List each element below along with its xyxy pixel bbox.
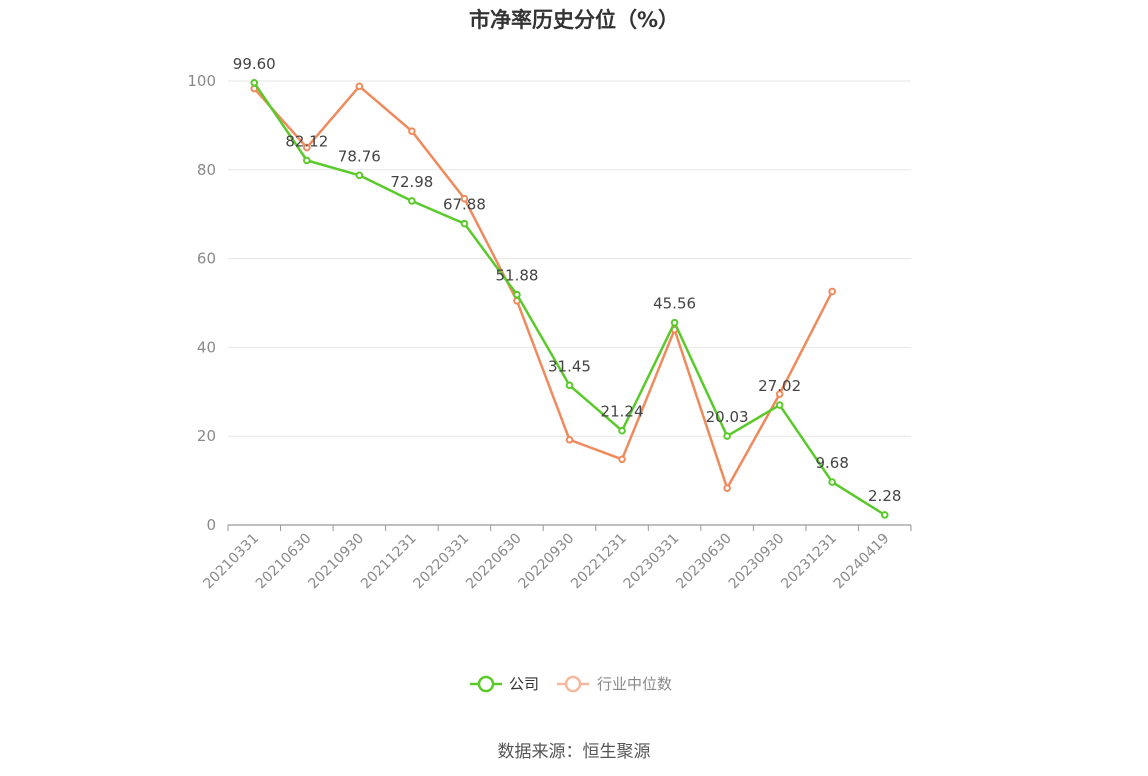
data-point-company xyxy=(880,511,889,519)
data-label: 9.68 xyxy=(815,454,848,472)
series xyxy=(250,78,889,519)
legend-marker-industry xyxy=(564,675,582,693)
legend: 公司 行业中位数 xyxy=(470,675,672,693)
x-tick-label: 20220331 xyxy=(411,531,473,593)
data-point-company xyxy=(670,318,679,327)
x-tick-label: 20210930 xyxy=(305,531,367,593)
data-label: 45.56 xyxy=(653,295,696,313)
data-point-company xyxy=(513,290,521,299)
x-tick-label: 20220930 xyxy=(516,531,578,593)
data-point-company xyxy=(565,381,574,390)
data-source-note: 数据来源：恒生聚源 xyxy=(497,742,651,762)
data-point-company xyxy=(460,219,469,228)
x-tick-label: 20211231 xyxy=(358,531,420,593)
data-label: 78.76 xyxy=(338,147,381,165)
data-label: 72.98 xyxy=(390,173,433,191)
data-label: 27.02 xyxy=(758,377,801,395)
data-point-industry xyxy=(303,143,311,152)
data-label: 67.88 xyxy=(443,196,486,214)
legend-label-company: 公司 xyxy=(509,675,539,693)
data-point-company xyxy=(408,197,416,205)
data-point-company xyxy=(303,156,311,165)
data-label: 31.45 xyxy=(548,357,591,375)
data-point-industry xyxy=(565,435,574,444)
x-tick-label: 20221231 xyxy=(568,531,630,593)
data-label: 82.12 xyxy=(285,132,328,150)
x-tick-label: 20240419 xyxy=(831,531,893,593)
x-tick-label: 20220630 xyxy=(463,531,525,593)
y-axis: 0 20 40 60 80 100 xyxy=(187,72,216,534)
y-tick-label: 100 xyxy=(187,72,216,90)
data-point-industry xyxy=(408,127,416,135)
data-point-industry xyxy=(723,484,731,492)
x-tick-label: 20231231 xyxy=(778,531,840,593)
data-point-industry xyxy=(355,82,364,91)
series-line-industry xyxy=(253,85,834,490)
x-axis xyxy=(227,524,912,531)
data-point-industry xyxy=(775,390,784,398)
data-label: 51.88 xyxy=(495,267,538,285)
y-tick-label: 60 xyxy=(197,250,216,268)
data-point-company xyxy=(723,432,731,440)
data-point-company xyxy=(775,401,784,409)
x-tick-label: 20230930 xyxy=(726,531,788,593)
data-labels: 99.60 82.12 78.76 72.98 67.88 51.88 31.45 21.24… xyxy=(233,55,902,505)
legend-label-industry: 行业中位数 xyxy=(597,675,672,693)
x-tick-label: 20210630 xyxy=(253,531,315,593)
x-tick-labels: 2021033120210630202109302021123120220331… xyxy=(200,531,892,593)
data-label: 21.24 xyxy=(601,403,644,421)
data-label: 99.60 xyxy=(233,55,276,73)
data-label: 2.28 xyxy=(868,487,901,505)
data-point-company xyxy=(355,171,364,180)
data-point-company xyxy=(828,478,836,486)
data-point-industry xyxy=(618,455,626,464)
y-tick-label: 40 xyxy=(197,338,216,356)
data-point-company xyxy=(618,426,626,435)
y-tick-label: 20 xyxy=(197,427,216,445)
y-tick-label: 80 xyxy=(197,161,216,179)
legend-marker-company xyxy=(477,675,495,693)
chart-title: 市净率历史分位（%） xyxy=(468,8,680,32)
data-point-industry xyxy=(460,194,469,203)
x-tick-label: 20210331 xyxy=(200,531,262,593)
data-point-company xyxy=(250,78,259,87)
x-tick-label: 20230630 xyxy=(673,531,735,593)
data-point-industry xyxy=(828,287,836,296)
x-tick-label: 20230331 xyxy=(621,531,683,593)
y-tick-label: 0 xyxy=(206,516,216,534)
data-label: 20.03 xyxy=(706,408,749,426)
